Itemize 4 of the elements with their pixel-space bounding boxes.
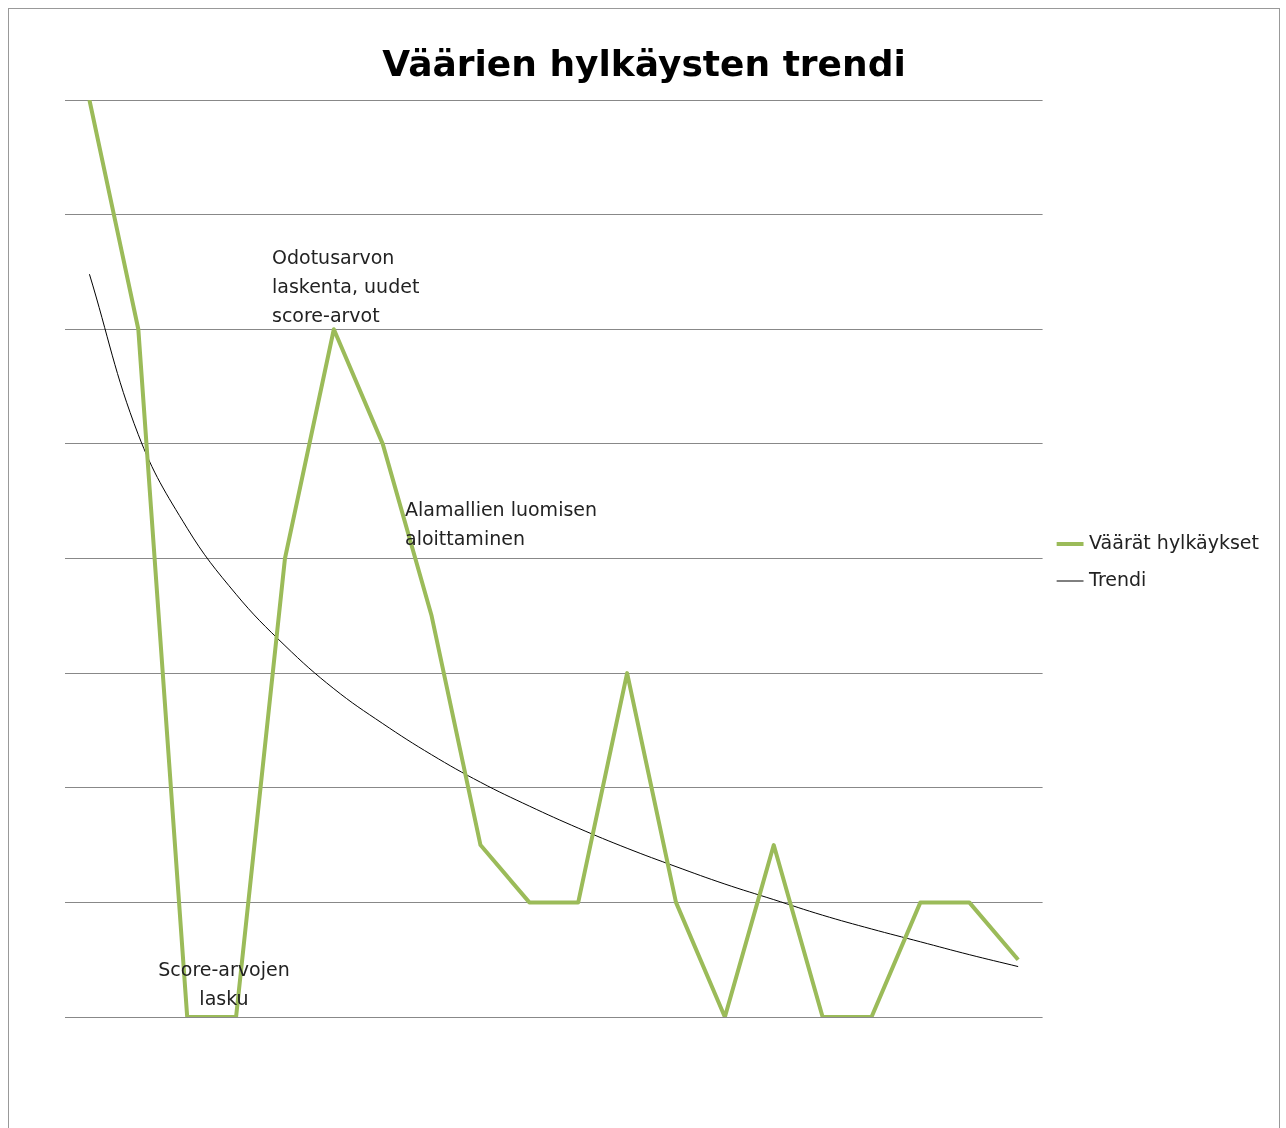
legend-label: Trendi xyxy=(1088,567,1147,590)
annotation: Odotusarvon laskenta, uudet score-arvot xyxy=(272,245,421,328)
legend-label: Väärät hylkäykset xyxy=(1089,530,1260,553)
chart-title: Väärien hylkäysten trendi xyxy=(381,43,907,84)
